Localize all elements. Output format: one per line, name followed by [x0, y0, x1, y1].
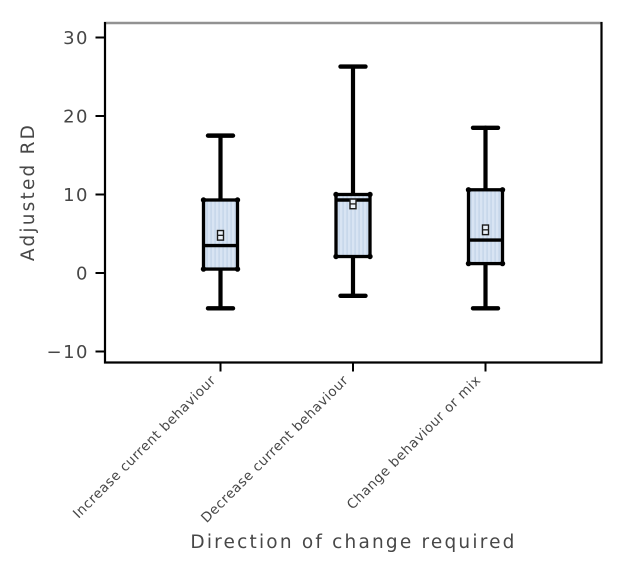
iqr-box — [466, 188, 505, 266]
box-corner-dot — [234, 266, 241, 272]
x-category-label: Change behaviour or mix — [344, 373, 484, 513]
y-tick-label: 30 — [63, 28, 89, 49]
box-corner-dot — [333, 253, 339, 260]
box-corner-dot — [234, 197, 241, 203]
plot-frame — [95, 21, 603, 372]
y-axis-title: Adjusted RD — [18, 123, 39, 261]
x-category-label: Increase current behaviour — [70, 373, 219, 522]
y-tick-label: −10 — [47, 342, 90, 363]
x-category-label: Decrease current behaviour — [198, 373, 352, 527]
box-corner-dot — [367, 191, 373, 198]
y-tick-label: 20 — [63, 107, 89, 128]
box-corner-dot — [465, 187, 472, 193]
axis-labels-layer: 30 20 10 0 −10 Increase current behaviourDecr… — [47, 28, 485, 526]
box-corner-dot — [333, 191, 339, 198]
x-axis-title: Direction of change required — [190, 532, 516, 553]
box-corner-dot — [200, 197, 207, 203]
boxplot-box-2 — [465, 125, 506, 311]
box-corner-dot — [200, 266, 207, 272]
boxplot-box-1 — [333, 64, 373, 298]
box-corner-dot — [499, 187, 506, 193]
boxplot-box-0 — [200, 133, 241, 311]
y-tick-label: 0 — [76, 264, 89, 285]
y-tick-label: 10 — [63, 185, 89, 206]
boxplot-boxes-layer — [200, 64, 506, 311]
box-corner-dot — [499, 260, 506, 267]
box-corner-dot — [367, 253, 373, 260]
box-corner-dot — [465, 260, 472, 267]
